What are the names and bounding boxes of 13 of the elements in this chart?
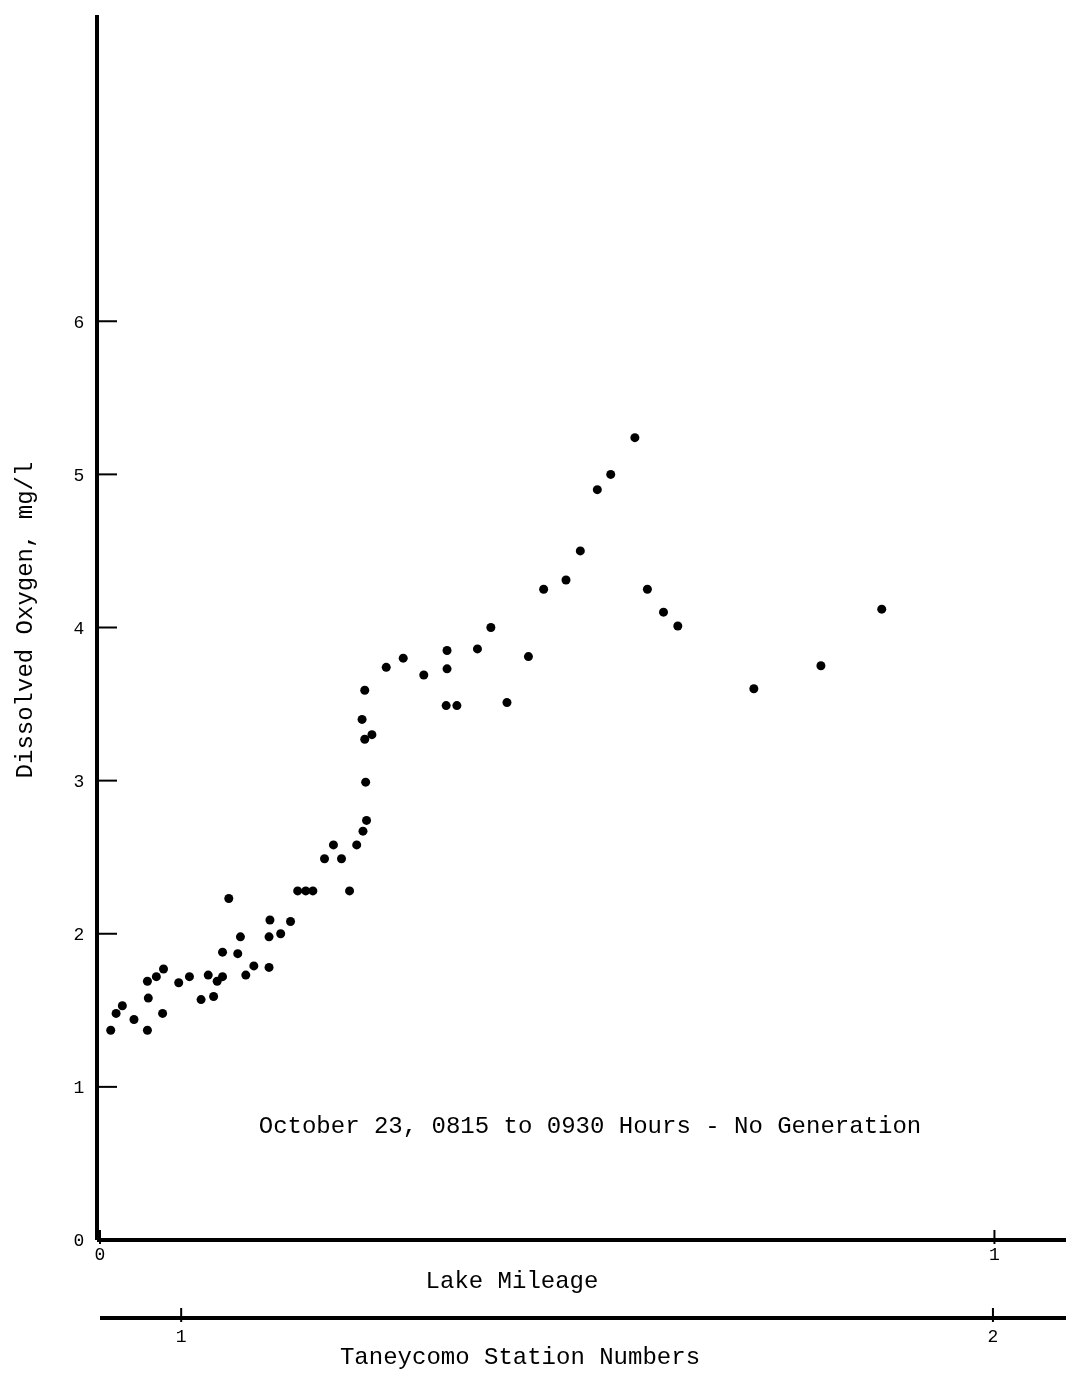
x-axis-title: Lake Mileage [425,1268,599,1295]
x2-axis-title: Taneycomo Station Numbers [339,1344,701,1371]
annotation: October 23, 0815 to 0930 Hours - No Generation [258,1113,922,1140]
y-tick-label: 0 [73,1231,85,1252]
y-tick-label: 6 [73,312,85,333]
y-tick-label: 4 [73,618,85,639]
x2-tick-label: 2 [987,1327,999,1347]
y-tick-label: 5 [73,465,85,486]
y-tick-label: 1 [73,1078,85,1099]
x2-tick-label: 1 [175,1327,187,1347]
y-tick-label: 2 [73,925,85,946]
y-axis-title: Dissolved Oxygen, mg/l [12,461,39,779]
y-tick-label: 3 [73,771,85,792]
